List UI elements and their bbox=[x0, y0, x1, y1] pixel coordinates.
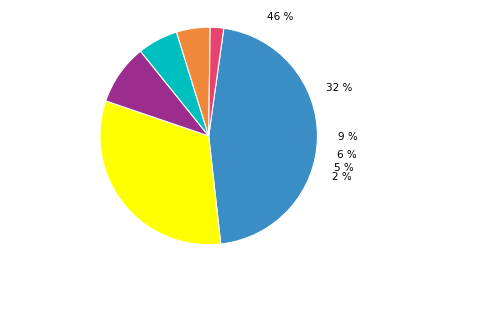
Text: 5 %: 5 % bbox=[334, 163, 354, 173]
Wedge shape bbox=[106, 51, 209, 136]
Wedge shape bbox=[100, 101, 221, 245]
Text: 32 %: 32 % bbox=[327, 83, 353, 93]
Wedge shape bbox=[176, 27, 210, 136]
Wedge shape bbox=[140, 32, 209, 136]
Text: 6 %: 6 % bbox=[337, 150, 356, 160]
Text: 2 %: 2 % bbox=[332, 172, 352, 182]
Text: 46 %: 46 % bbox=[267, 12, 294, 22]
Wedge shape bbox=[209, 28, 318, 244]
Text: 9 %: 9 % bbox=[338, 132, 358, 142]
Wedge shape bbox=[209, 27, 224, 136]
